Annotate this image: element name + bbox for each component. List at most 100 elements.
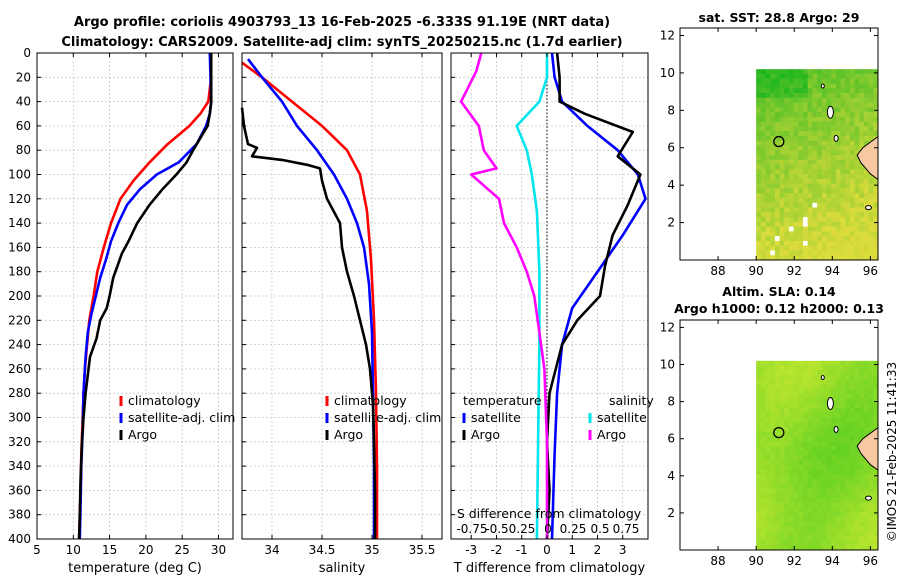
x-tick-label: 94 — [825, 554, 840, 568]
heatmap-cell — [845, 221, 851, 227]
heatmap-cell — [807, 431, 813, 437]
heatmap-cell — [807, 102, 813, 108]
heatmap-cell — [831, 526, 837, 532]
heatmap-cell — [831, 493, 837, 499]
heatmap-cell — [817, 535, 823, 541]
heatmap-cell — [812, 512, 818, 518]
heatmap-cell — [756, 112, 762, 118]
heatmap-cell — [854, 73, 860, 80]
heatmap-cell — [798, 188, 804, 194]
heatmap-cell — [831, 164, 837, 170]
heatmap-cell — [835, 107, 841, 113]
heatmap-cell — [840, 370, 846, 376]
heatmap-cell — [793, 112, 799, 118]
heatmap-cell — [868, 116, 874, 123]
heatmap-cell — [788, 183, 795, 189]
heatmap-cell — [859, 121, 865, 127]
heatmap-cell — [756, 375, 762, 381]
heatmap-cell — [859, 73, 865, 80]
heatmap-cell — [779, 497, 785, 504]
heatmap-cell — [798, 379, 804, 385]
heatmap-cell — [788, 460, 795, 466]
heatmap-cell — [863, 174, 870, 180]
heatmap-cell — [845, 479, 851, 485]
heatmap-cell — [784, 464, 790, 470]
heatmap-cell — [845, 121, 851, 127]
heatmap-cell — [756, 126, 762, 132]
heatmap-cell — [803, 159, 809, 165]
heatmap-cell — [873, 422, 879, 428]
heatmap-cell — [756, 73, 762, 80]
heatmap-cell — [835, 88, 841, 94]
heatmap-cell — [831, 231, 837, 237]
heatmap-cell — [854, 521, 860, 527]
heatmap-cell — [774, 145, 780, 151]
heatmap-cell — [784, 221, 790, 227]
heatmap-cell — [803, 250, 809, 256]
heatmap-cell — [868, 202, 874, 208]
heatmap-cell — [849, 88, 855, 94]
s-difference-tick-label: 0.5 — [590, 522, 609, 536]
heatmap-cell — [788, 408, 795, 414]
heatmap-cell — [765, 221, 771, 227]
heatmap-cell — [788, 155, 795, 161]
heatmap-cell — [873, 379, 879, 385]
x-tick-label: 3 — [619, 543, 627, 557]
heatmap-cell — [770, 159, 776, 165]
heatmap-cell — [821, 479, 827, 485]
heatmap-cell — [840, 365, 846, 371]
heatmap-cell — [798, 240, 804, 247]
heatmap-cell — [821, 207, 827, 213]
heatmap-cell — [817, 69, 823, 75]
heatmap-cell — [873, 97, 879, 103]
heatmap-cell — [821, 221, 827, 227]
heatmap-cell — [793, 403, 799, 409]
heatmap-cell — [840, 102, 846, 108]
heatmap-cell — [765, 422, 771, 428]
heatmap-cell — [863, 202, 870, 208]
map-frame — [679, 27, 879, 261]
heatmap-cell — [774, 540, 780, 546]
heatmap-cell — [803, 73, 809, 80]
heatmap-cell — [803, 102, 809, 108]
heatmap-cell — [765, 174, 771, 180]
heatmap-cell — [803, 217, 809, 223]
heatmap-cell — [765, 469, 771, 475]
heatmap-cell — [840, 408, 846, 414]
heatmap-cell — [784, 398, 790, 404]
heatmap-cell — [849, 370, 855, 376]
y-tick-label: 80 — [16, 143, 31, 157]
heatmap-cell — [868, 174, 874, 180]
heatmap-cell — [845, 212, 851, 218]
heatmap-cell — [854, 126, 860, 132]
heatmap-cell — [835, 126, 841, 132]
heatmap-cell — [788, 502, 795, 508]
heatmap-cell — [821, 497, 827, 504]
heatmap-cell — [807, 384, 813, 390]
heatmap-cell — [831, 78, 837, 84]
heatmap-cell — [826, 535, 832, 541]
heatmap-cell — [765, 450, 771, 456]
heatmap-cell — [863, 217, 870, 223]
x-tick-label: 88 — [710, 264, 725, 278]
heatmap-cell — [840, 422, 846, 428]
heatmap-cell — [779, 516, 785, 523]
heatmap-cell — [817, 379, 823, 385]
heatmap-cell — [817, 370, 823, 376]
heatmap-cell — [873, 202, 879, 208]
heatmap-cell — [798, 73, 804, 80]
heatmap-cell — [831, 212, 837, 218]
heatmap-cell — [788, 365, 795, 371]
heatmap-cell — [840, 88, 846, 94]
heatmap-cell — [774, 516, 780, 523]
heatmap-cell — [779, 97, 785, 103]
heatmap-cell — [849, 183, 855, 189]
heatmap-cell — [784, 102, 790, 108]
heatmap-cell — [760, 422, 766, 428]
heatmap-cell — [868, 255, 874, 261]
heatmap-cell — [826, 427, 832, 433]
heatmap-cell — [835, 460, 841, 466]
heatmap-cell — [803, 526, 809, 532]
heatmap-cell — [784, 193, 790, 199]
heatmap-cell — [756, 159, 762, 165]
